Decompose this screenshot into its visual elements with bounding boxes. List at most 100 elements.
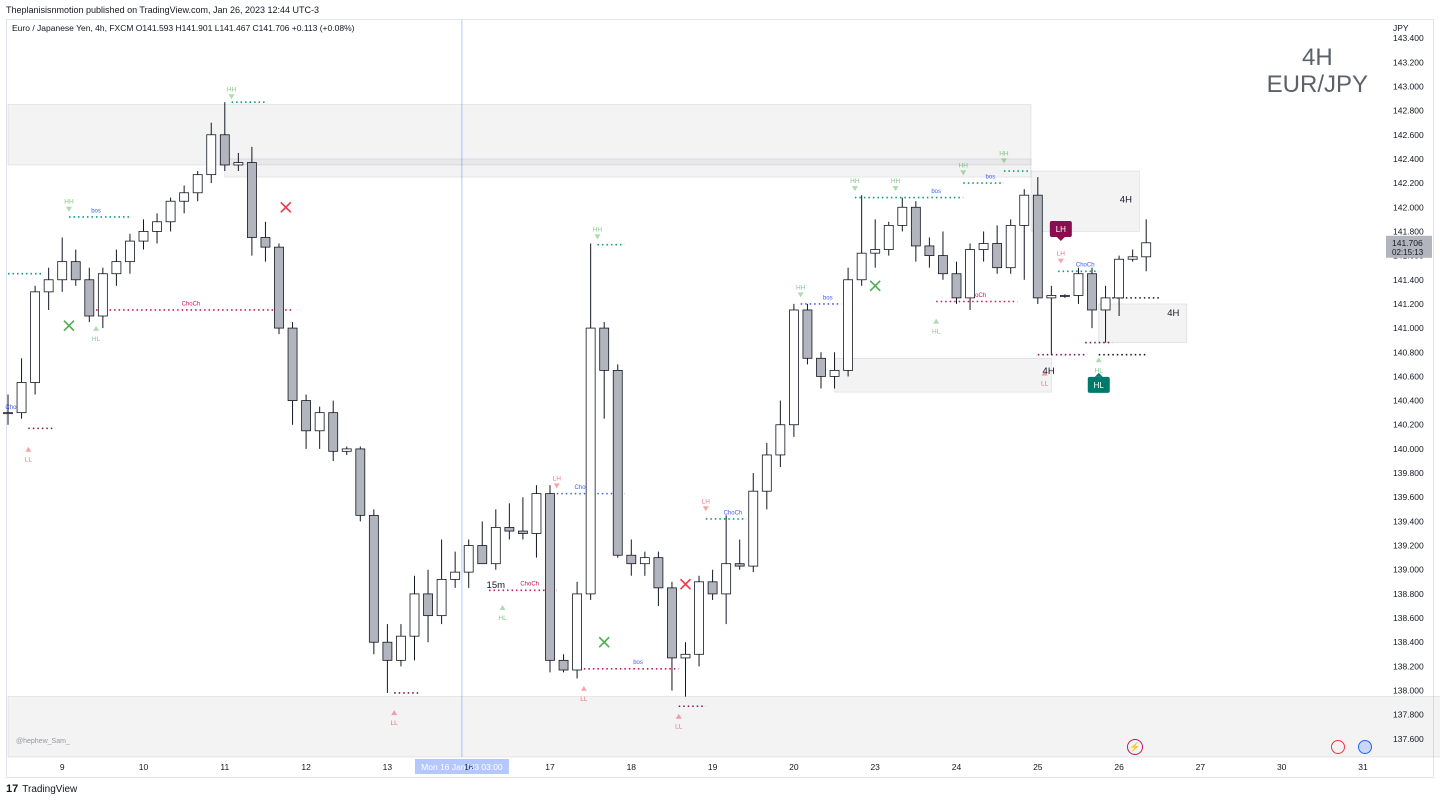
candle-body	[165, 200, 176, 223]
pivot-label: LL	[391, 720, 399, 727]
candle-body	[870, 249, 881, 254]
supply-demand-zone	[834, 357, 1052, 393]
y-tick-label: 142.800	[1393, 106, 1424, 116]
levels-layer: bos ChoCh ChoCh ChoCh ChoCh bos ChoCh bos bos Cho…	[5, 101, 1160, 708]
candle-body	[585, 327, 596, 595]
supply-demand-zone	[7, 696, 1440, 758]
candle-body	[775, 424, 786, 456]
record-icon[interactable]	[1331, 740, 1345, 754]
y-tick-label: 140.400	[1393, 396, 1424, 406]
zone-label: 4H	[1167, 308, 1179, 319]
y-tick-label: 138.200	[1393, 661, 1424, 671]
candle-body	[531, 493, 542, 534]
pivot-label: HL	[498, 615, 507, 622]
y-tick-label: 138.600	[1393, 613, 1424, 623]
candle-body	[951, 273, 962, 299]
candle-body	[463, 545, 474, 573]
footer-brand[interactable]: 17 TradingView	[6, 780, 77, 798]
pivot-triangle	[228, 94, 235, 100]
globe-icon[interactable]	[1358, 740, 1372, 754]
x-tick-label: 23	[870, 762, 880, 772]
candle-body	[3, 412, 13, 415]
pivot-badge: LH	[1049, 221, 1072, 242]
candle-body	[1141, 242, 1152, 258]
candle-body	[992, 243, 1003, 269]
candle-body	[1073, 273, 1084, 296]
pivot-triangle	[1057, 258, 1064, 264]
candle-body	[612, 369, 623, 556]
pivot-label: HH	[593, 226, 603, 233]
zone-label: 4H	[1043, 366, 1055, 377]
pivot-label: HL	[932, 329, 941, 336]
zone-label: 15m	[487, 580, 506, 591]
signal-cross	[598, 636, 610, 648]
author-credit: @hephew_Sam_	[16, 738, 70, 745]
candle-body	[301, 400, 312, 432]
pivot-triangle	[594, 234, 601, 240]
candle-body	[734, 563, 745, 567]
candle-body	[978, 243, 989, 250]
signal-cross-stroke	[869, 280, 881, 292]
pivot-label: HL	[1095, 367, 1104, 374]
pivot-triangle	[933, 318, 940, 324]
supply-demand-zone	[224, 158, 1032, 178]
structure-label: bos	[986, 174, 996, 180]
candle-body	[856, 252, 867, 281]
structure-label: ChoCh	[5, 405, 24, 411]
pivot-label: HH	[891, 178, 901, 185]
y-tick-label: 141.800	[1393, 226, 1424, 236]
pivot-label: LL	[580, 696, 588, 703]
candle-body	[192, 174, 203, 194]
candle-body	[1114, 258, 1124, 299]
pivot-badge-box	[1087, 376, 1110, 393]
y-tick-label: 142.200	[1393, 178, 1424, 188]
candle-body	[910, 206, 921, 247]
pivot-label: LH	[553, 475, 562, 482]
x-tick-label: 17	[545, 762, 555, 772]
candle-body	[667, 587, 677, 659]
candle-body	[125, 240, 135, 263]
y-tick-label: 139.400	[1393, 516, 1424, 526]
candle-body	[16, 382, 27, 414]
pivot-badge: HL	[1087, 372, 1110, 393]
pivot-label: HH	[796, 284, 806, 291]
candle-body	[274, 246, 284, 329]
candle-body	[341, 448, 352, 452]
candle-body	[409, 593, 420, 637]
crosshair-time-box	[414, 759, 509, 774]
published-header: Theplanisisnmotion published on TradingV…	[6, 5, 320, 15]
pivot-label: HH	[64, 199, 74, 206]
structure-label: ChoCh	[967, 293, 986, 299]
candles-layer	[3, 102, 1152, 697]
last-price-countdown: 02:15:13	[1392, 248, 1424, 257]
pivot-badge-label: HL	[1094, 381, 1105, 390]
y-tick-label: 141.000	[1393, 323, 1424, 333]
x-tick-label: 10	[139, 762, 149, 772]
candle-body	[599, 327, 610, 371]
signal-cross-stroke	[679, 578, 692, 590]
x-tick-label: 26	[1114, 762, 1124, 772]
y-tick-label: 139.800	[1393, 468, 1424, 478]
candle-body	[423, 593, 433, 617]
candle-body	[111, 261, 122, 275]
y-tick-label: 142.000	[1393, 202, 1424, 212]
lightning-icon[interactable]: ⚡	[1127, 739, 1143, 755]
candle-body	[57, 261, 68, 281]
pivot-triangle	[1095, 357, 1102, 363]
candle-body	[748, 490, 759, 567]
pivot-label: LH	[702, 498, 711, 505]
candle-body	[924, 245, 935, 256]
signal-cross-stroke	[63, 320, 75, 332]
supply-demand-zone	[7, 104, 1032, 166]
y-tick-label: 142.400	[1393, 154, 1424, 164]
candle-body	[450, 571, 461, 580]
candle-body	[816, 357, 826, 377]
x-tick-label: 16	[464, 762, 474, 772]
candle-body	[138, 231, 149, 242]
symbol-legend: Euro / Japanese Yen, 4h, FXCM O141.593 H…	[12, 23, 355, 33]
watermark-timeframe: 4H	[1301, 44, 1333, 71]
x-tick-label: 11	[220, 762, 229, 772]
candle-body	[287, 327, 298, 401]
y-tick-label: 140.800	[1393, 347, 1424, 357]
